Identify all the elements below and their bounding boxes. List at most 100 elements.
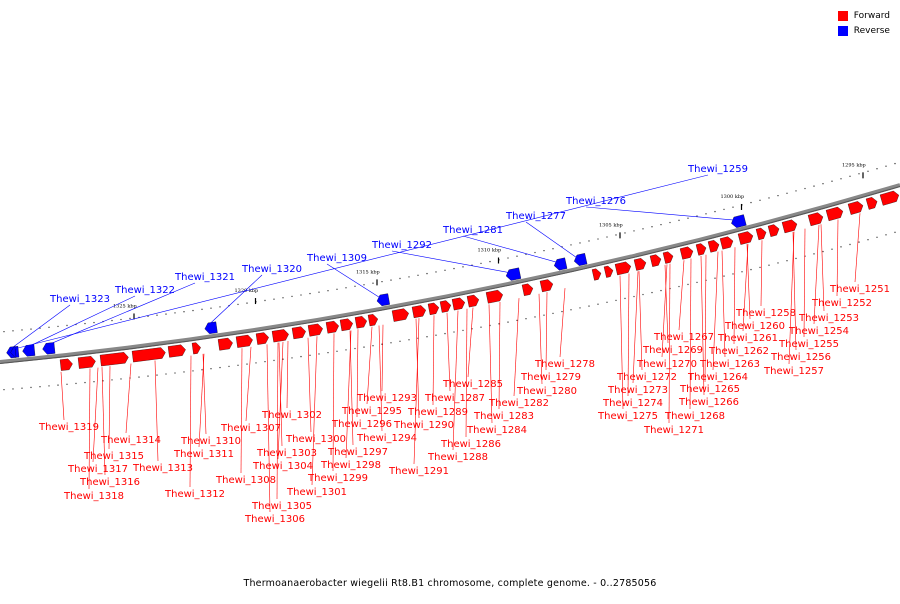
forward-gene-arrow: [191, 342, 201, 355]
forward-gene-label: Thewi_1279: [520, 372, 581, 383]
upper-track-dot: [48, 326, 50, 329]
forward-gene-label: Thewi_1275: [597, 411, 658, 422]
upper-track-dot: [876, 168, 878, 170]
forward-gene-leader: [712, 251, 719, 371]
upper-track-dot: [30, 328, 32, 330]
upper-track-dot: [822, 182, 824, 185]
forward-gene-arrow: [325, 320, 339, 334]
forward-gene-leader: [349, 330, 354, 446]
forward-gene-label: Thewi_1296: [331, 419, 392, 430]
upper-track-dot: [354, 285, 356, 287]
reverse-gene-arrow: [553, 257, 568, 271]
forward-gene-label: Thewi_1300: [285, 434, 346, 445]
reverse-genes: Thewi_1323 Thewi_1322 Thewi_1321 Thewi_1320…: [6, 164, 748, 359]
forward-gene-label: Thewi_1291: [388, 466, 449, 477]
tick-label: 1300 kbp: [721, 194, 745, 200]
lower-track-dot: [552, 312, 554, 315]
upper-track-dot: [669, 221, 671, 224]
forward-gene-arrow: [59, 358, 73, 371]
lower-track-dot: [282, 358, 284, 360]
tick-label: 1305 kbp: [599, 222, 623, 228]
lower-track-dot: [120, 378, 122, 380]
forward-gene-leader: [378, 325, 383, 432]
forward-gene-label: Thewi_1253: [798, 313, 859, 324]
forward-gene-arrow: [737, 231, 754, 245]
forward-gene-leader: [307, 337, 312, 433]
upper-track-dot: [273, 298, 275, 300]
upper-track-dot: [237, 303, 239, 306]
lower-track-dot: [786, 260, 788, 262]
forward-gene-arrow: [291, 326, 306, 340]
upper-track-dot: [885, 165, 887, 167]
upper-track-dot: [336, 288, 338, 290]
lower-track-dot: [426, 336, 428, 338]
reverse-gene-label: Thewi_1281: [442, 225, 503, 236]
lower-track-dot: [498, 323, 500, 325]
forward-gene-arrow: [719, 236, 734, 250]
forward-gene-label: Thewi_1267: [653, 332, 714, 343]
backbone-shadow: [0, 186, 900, 364]
forward-genes: [59, 190, 899, 371]
forward-gene-arrow: [411, 305, 426, 319]
legend-label-forward: Forward: [853, 10, 890, 21]
upper-track-dot: [804, 187, 806, 190]
upper-track-dot: [12, 330, 14, 332]
lower-track-dot: [192, 370, 194, 372]
forward-gene-leader: [286, 341, 289, 409]
forward-gene-label: Thewi_1304: [252, 461, 313, 472]
lower-track-dot: [525, 317, 527, 320]
lower-track-dot: [210, 367, 212, 370]
forward-gene-arrow: [99, 352, 129, 367]
upper-track-dot: [894, 162, 896, 165]
upper-track-dot: [435, 271, 437, 273]
upper-track-dot: [831, 180, 833, 182]
forward-gene-arrow: [217, 337, 233, 351]
upper-track-dot: [282, 297, 284, 299]
upper-track-dot: [201, 308, 203, 311]
upper-track-dot: [372, 282, 374, 284]
upper-track-dot: [642, 228, 644, 230]
upper-track-dot: [165, 313, 167, 315]
lower-track-dot: [408, 339, 410, 341]
lower-track-dot: [390, 342, 392, 344]
forward-gene-leader: [689, 258, 692, 410]
forward-gene-leader: [154, 360, 159, 462]
lower-track-dot: [237, 364, 239, 366]
forward-gene-arrow: [807, 212, 824, 227]
lower-track-dot: [633, 295, 635, 298]
upper-track-dot: [381, 280, 383, 283]
lower-track-dot: [660, 289, 662, 292]
forward-gene-label: Thewi_1261: [717, 333, 778, 344]
reverse-gene-label: Thewi_1309: [306, 253, 367, 264]
forward-gene-label: Thewi_1306: [244, 514, 305, 525]
upper-track-dot: [66, 324, 68, 327]
legend-item-reverse: Reverse: [837, 23, 890, 38]
upper-track-dot: [246, 302, 248, 304]
forward-gene-leader: [559, 288, 566, 358]
upper-track-dot: [453, 267, 455, 270]
forward-gene-label: Thewi_1315: [83, 451, 144, 462]
forward-gene-label: Thewi_1298: [320, 460, 381, 471]
upper-track-dot: [732, 206, 734, 208]
lower-track-dot: [849, 243, 851, 246]
lower-track-dot: [93, 381, 95, 383]
lower-track-dot: [381, 343, 383, 345]
lower-track-dot: [57, 384, 59, 386]
upper-track-dot: [570, 244, 572, 246]
lower-track-dot: [318, 353, 320, 355]
forward-gene-leader: [245, 346, 252, 422]
forward-gene-arrow: [354, 316, 367, 329]
lower-track-dot: [507, 321, 509, 323]
upper-track-dot: [93, 321, 95, 324]
lower-track-dot: [678, 285, 680, 288]
upper-track-dot: [291, 295, 293, 298]
upper-track-dot: [111, 319, 113, 322]
forward-gene-arrow: [679, 246, 694, 260]
lower-track-dot: [777, 262, 779, 264]
forward-gene-arrow: [603, 265, 614, 278]
reverse-gene-label: Thewi_1320: [241, 264, 302, 275]
upper-track-dot: [3, 330, 5, 333]
forward-gene-leader: [467, 307, 474, 378]
lower-track-dot: [291, 357, 293, 359]
forward-gene-leader: [836, 219, 839, 297]
